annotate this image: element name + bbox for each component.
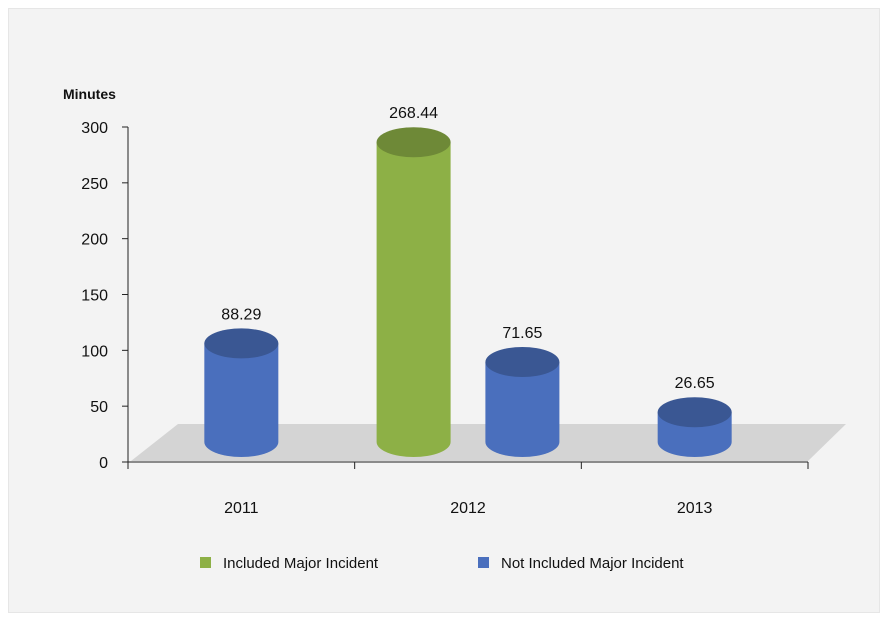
cylinder-body bbox=[485, 361, 560, 457]
x-tick-label: 2012 bbox=[450, 500, 486, 517]
legend-swatch bbox=[478, 557, 489, 568]
y-tick-label: 100 bbox=[81, 343, 108, 360]
data-label: 26.65 bbox=[675, 375, 715, 392]
data-label: 71.65 bbox=[502, 325, 542, 342]
x-tick-label: 2011 bbox=[224, 500, 259, 517]
legend-item: Not Included Major Incident bbox=[478, 555, 684, 572]
cylinder-body bbox=[376, 142, 451, 458]
cylinder-body bbox=[204, 343, 279, 457]
y-tick-label: 200 bbox=[81, 232, 108, 249]
data-label: 88.29 bbox=[221, 306, 261, 323]
cylinder-top bbox=[485, 346, 560, 377]
y-tick-label: 0 bbox=[99, 455, 108, 472]
data-label: 268.44 bbox=[389, 105, 438, 122]
y-axis-label: Minutes bbox=[63, 86, 116, 102]
cylinder-top bbox=[657, 397, 732, 428]
legend-item: Included Major Incident bbox=[200, 555, 379, 572]
x-tick-label: 2013 bbox=[677, 500, 713, 517]
legend-swatch bbox=[200, 557, 211, 568]
legend-label: Included Major Incident bbox=[223, 555, 379, 572]
y-tick-label: 150 bbox=[81, 288, 108, 305]
bar-not-included-major-incident-2013 bbox=[657, 397, 732, 458]
cylinder-top bbox=[204, 328, 279, 359]
cylinder-top bbox=[376, 127, 451, 158]
bar-not-included-major-incident-2011 bbox=[204, 328, 279, 457]
bar-not-included-major-incident-2012 bbox=[485, 346, 560, 457]
y-tick-label: 250 bbox=[81, 176, 108, 193]
y-tick-label: 50 bbox=[90, 399, 108, 416]
y-tick-label: 300 bbox=[81, 120, 108, 137]
bar-included-major-incident-2012 bbox=[376, 127, 451, 458]
legend-label: Not Included Major Incident bbox=[501, 555, 684, 572]
